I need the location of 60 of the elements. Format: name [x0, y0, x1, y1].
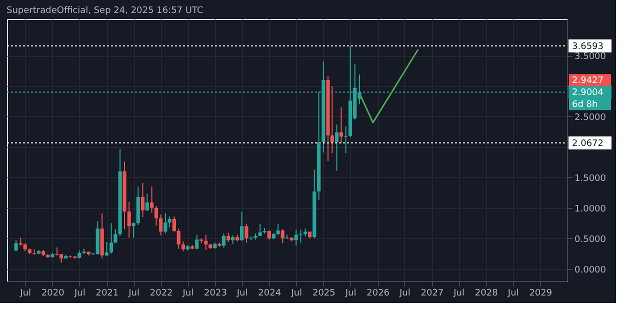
x-tick-label: 2020 [41, 288, 65, 298]
ref-line-label: 3.6593 [572, 42, 604, 52]
x-tick-label: Jul [398, 288, 410, 298]
x-tick-label: 2025 [312, 288, 336, 298]
x-tick-label: Jul [182, 288, 194, 298]
y-tick-label: 1.5000 [574, 174, 606, 184]
candlestick [14, 240, 18, 252]
y-tick-label: 3.5000 [574, 52, 606, 62]
x-tick-label: 2028 [474, 288, 498, 298]
candlestick [181, 240, 186, 252]
x-tick-label: 2022 [150, 288, 173, 298]
x-tick-label: Jul [236, 288, 248, 298]
x-tick-label: Jul [19, 288, 32, 298]
candlestick [109, 222, 114, 254]
candlestick [334, 124, 339, 172]
candlestick [104, 242, 108, 257]
candlestick [204, 234, 208, 250]
candlestick [140, 182, 145, 218]
candlestick [176, 228, 180, 250]
candlestick [240, 211, 244, 242]
x-tick-label: Jul [452, 288, 464, 298]
x-tick-label: Jul [344, 288, 356, 298]
ref-line-label: 2.0672 [572, 138, 604, 149]
text: 6d 8h [572, 100, 598, 110]
candlestick [168, 216, 172, 228]
candlestick [244, 223, 248, 244]
text: 2.9427 [572, 76, 604, 86]
candlestick [195, 234, 199, 250]
candlestick [258, 223, 262, 236]
candlestick [172, 216, 176, 232]
y-tick-label: 0.0000 [574, 265, 606, 276]
x-tick-label: 2027 [420, 288, 444, 298]
x-tick-label: Jul [290, 288, 302, 298]
x-tick-label: 2024 [258, 288, 282, 298]
x-tick-label: Jul [73, 288, 86, 298]
x-tick-label: 2023 [204, 288, 227, 298]
candlestick [159, 214, 163, 236]
candlestick [276, 223, 280, 236]
candlestick [280, 228, 284, 244]
chart-title: SupertradeOfficial, Sep 24, 2025 16:57 UTC [6, 6, 204, 16]
x-tick-label: Jul [128, 288, 140, 298]
y-tick-label: 0.5000 [574, 234, 606, 245]
candlestick [127, 201, 131, 238]
x-tick-label: Jul [506, 288, 519, 298]
candlestick [145, 193, 149, 212]
candlestick [222, 232, 226, 248]
x-tick-label: 2029 [529, 288, 552, 298]
candlestick [294, 229, 298, 246]
x-tick-label: 2021 [96, 288, 119, 298]
candlestick [154, 206, 158, 226]
candlestick [150, 186, 154, 214]
x-tick-label: 2026 [366, 288, 390, 298]
candlestick [226, 232, 230, 243]
candlestick [164, 212, 168, 234]
candlestick [339, 106, 344, 144]
y-tick-label: 2.5000 [574, 112, 606, 123]
candlestick [267, 230, 271, 241]
y-tick-label: 1.0000 [574, 204, 606, 214]
ref-line-label: 2.9004 [572, 88, 604, 98]
candlestick [132, 222, 136, 238]
